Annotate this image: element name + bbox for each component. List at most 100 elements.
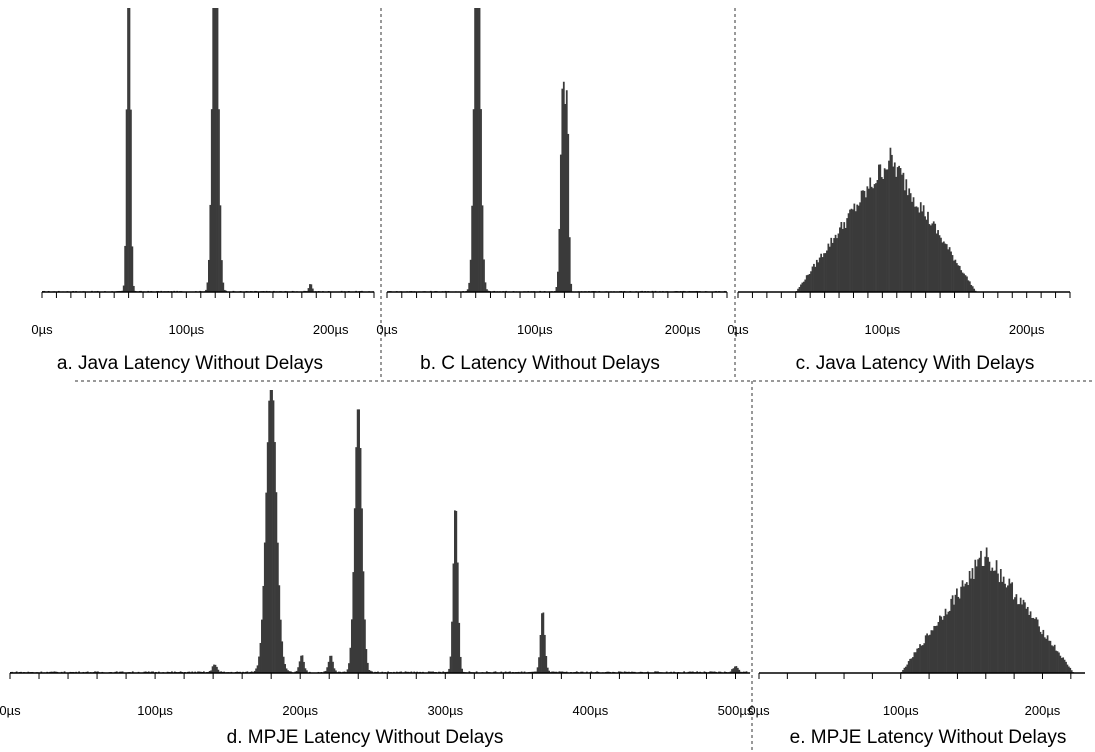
histogram-bar — [850, 208, 853, 292]
histogram-bar — [455, 510, 458, 673]
histogram-bar — [982, 565, 985, 673]
histogram-bar — [998, 582, 1001, 673]
histogram-bar — [1053, 644, 1056, 673]
histogram-bar — [542, 612, 545, 673]
histogram-bar — [939, 615, 941, 673]
histogram-bar — [477, 8, 479, 292]
histogram-bar — [953, 604, 955, 673]
histogram-bar — [886, 169, 889, 292]
histogram-bar — [1038, 626, 1040, 673]
histogram-bar — [823, 253, 825, 292]
panel-a-bars — [42, 8, 375, 293]
histogram-bar — [927, 211, 929, 292]
histogram-bar — [281, 641, 284, 673]
histogram-bar — [78, 671, 80, 673]
histogram-bar — [997, 573, 999, 673]
histogram-bar — [546, 667, 549, 673]
histogram-bar — [562, 81, 565, 292]
histogram-bar — [329, 655, 331, 673]
histogram-bar — [1048, 640, 1050, 673]
histogram-bar — [256, 665, 259, 673]
histogram-bar — [963, 586, 965, 673]
histogram-bar — [548, 670, 551, 673]
histogram-bar — [938, 235, 941, 292]
panel-e-bars — [900, 547, 1074, 673]
histogram-bar — [828, 246, 831, 292]
histogram-bar — [1066, 664, 1069, 673]
histogram-bar — [1033, 619, 1036, 673]
histogram-bar — [1045, 638, 1048, 673]
histogram-bar — [452, 563, 455, 673]
histogram-bar — [839, 227, 841, 292]
histogram-bar — [494, 671, 497, 673]
histogram-bar — [368, 670, 371, 673]
panel-d: 0µs 100µs 200µs 300µs 400µs 500µs d. MPJE Lat… — [0, 390, 754, 748]
histogram-bar — [971, 286, 974, 292]
histogram-bar — [179, 671, 182, 673]
histogram-bar — [324, 670, 327, 673]
histogram-bar — [369, 670, 372, 673]
histogram-bar — [212, 8, 215, 292]
histogram-bar — [876, 180, 879, 292]
histogram-bar — [246, 671, 249, 673]
histogram-bar — [144, 671, 147, 673]
histogram-bar — [937, 230, 939, 292]
histogram-bar — [1062, 657, 1065, 673]
histogram-bar — [878, 164, 880, 292]
histogram-bar — [941, 242, 944, 292]
histogram-bar — [912, 197, 915, 292]
histogram-bar — [709, 671, 712, 673]
histogram-bar — [1032, 617, 1035, 673]
x-tick-label: 200µs — [1009, 322, 1045, 337]
histogram-bar — [1008, 578, 1011, 673]
histogram-bar — [954, 259, 957, 292]
histogram-bar — [1015, 594, 1018, 673]
histogram-bar — [555, 287, 558, 292]
histogram-bar — [575, 671, 578, 673]
histogram-bar — [857, 205, 860, 292]
histogram-bar — [309, 284, 311, 292]
histogram-bar — [1004, 583, 1006, 673]
histogram-bar — [475, 8, 478, 292]
histogram-bar — [860, 190, 863, 292]
histogram-bar — [956, 588, 958, 673]
histogram-bar — [703, 671, 706, 673]
histogram-bar — [561, 671, 564, 673]
histogram-bar — [915, 206, 918, 292]
histogram-bar — [907, 661, 910, 673]
panel-c-axis: 0µs 100µs 200µs — [727, 291, 1071, 337]
histogram-bar — [906, 664, 909, 673]
histogram-bar — [936, 625, 938, 673]
histogram-bar — [15, 671, 18, 673]
histogram-bar — [820, 253, 823, 292]
histogram-bar — [469, 259, 472, 292]
histogram-bar — [883, 168, 886, 292]
histogram-bar — [307, 288, 310, 292]
x-tick-label: 100µs — [169, 322, 205, 337]
histogram-bar — [97, 671, 99, 673]
histogram-bar — [827, 243, 830, 292]
x-tick-label: 400µs — [573, 703, 609, 718]
histogram-bar — [745, 671, 748, 673]
histogram-bar — [539, 634, 542, 673]
histogram-bar — [960, 586, 962, 673]
histogram-bar — [968, 281, 971, 292]
histogram-bar — [927, 635, 930, 673]
histogram-bar — [970, 284, 973, 292]
histogram-bar — [121, 671, 124, 673]
histogram-bar — [804, 279, 807, 292]
histogram-bar — [734, 666, 736, 673]
histogram-bar — [867, 188, 870, 292]
histogram-bar — [840, 222, 843, 292]
histogram-bar — [738, 669, 741, 673]
histogram-bar — [961, 580, 964, 673]
histogram-bar — [713, 671, 716, 673]
x-tick-label: 500µs — [718, 703, 754, 718]
histogram-bar — [911, 201, 913, 292]
x-tick-label: 0µs — [727, 322, 749, 337]
histogram-bar — [963, 273, 965, 292]
histogram-bar — [474, 8, 476, 292]
histogram-bar — [471, 205, 474, 292]
histogram-bar — [206, 282, 209, 292]
histogram-bar — [970, 578, 972, 673]
